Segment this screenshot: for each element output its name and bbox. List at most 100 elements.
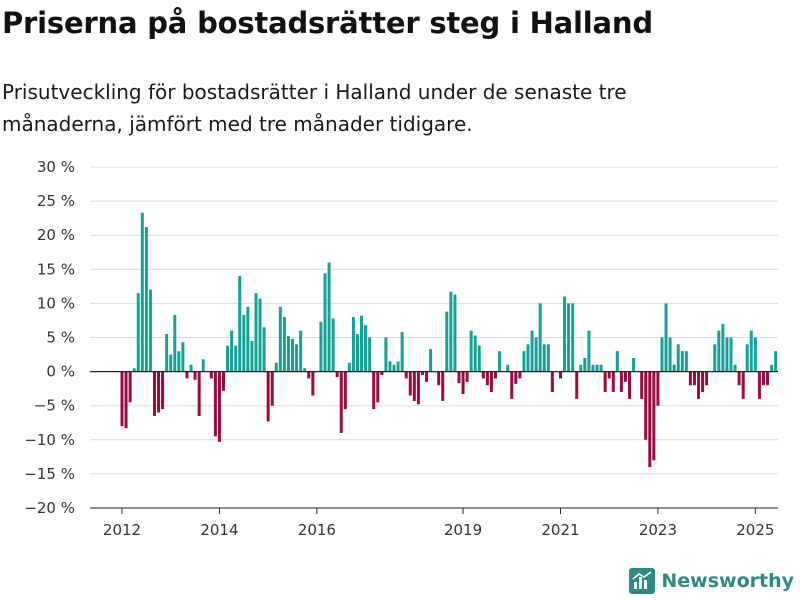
- bar: [664, 303, 668, 372]
- bar: [441, 371, 445, 401]
- newsworthy-logo: Newsworthy: [629, 568, 794, 594]
- bar: [157, 371, 161, 413]
- bar: [351, 317, 355, 372]
- bar: [733, 364, 737, 372]
- bar: [396, 361, 400, 372]
- bar: [542, 344, 546, 372]
- bar: [144, 227, 148, 372]
- bar: [473, 335, 477, 372]
- x-tick-label: 2025: [736, 521, 774, 539]
- bar: [603, 371, 607, 393]
- bar: [469, 330, 473, 372]
- bar: [376, 371, 380, 403]
- bar: [384, 337, 388, 372]
- bar: [510, 371, 514, 399]
- bar: [721, 323, 725, 372]
- bar: [189, 364, 193, 372]
- bar: [335, 371, 339, 378]
- bar: [725, 337, 729, 372]
- bar: [753, 337, 757, 372]
- bar: [416, 371, 420, 405]
- bar: [688, 371, 692, 386]
- chart-subtitle: Prisutveckling för bostadsrätter i Halla…: [2, 80, 627, 136]
- bar: [303, 368, 307, 372]
- bar: [745, 344, 749, 372]
- bar: [607, 371, 611, 379]
- bar: [132, 368, 136, 372]
- bar: [140, 212, 144, 372]
- bar: [498, 351, 502, 372]
- bar: [282, 317, 286, 372]
- bar: [412, 371, 416, 401]
- bar: [372, 371, 376, 410]
- bar: [477, 345, 481, 372]
- bar: [567, 303, 571, 372]
- bar: [278, 306, 282, 372]
- bar: [595, 364, 599, 372]
- bar: [449, 291, 453, 372]
- bar: [209, 371, 213, 379]
- y-tick-label: −20 %: [24, 499, 75, 517]
- grid-lines: [90, 166, 778, 509]
- bar: [217, 371, 221, 442]
- y-axis-ticks: 30 % 25 % 20 % 15 % 10 % 5 % 0 % −5 % −10 % −15 %…: [24, 158, 75, 517]
- bar: [286, 336, 290, 372]
- bar: [489, 371, 493, 393]
- bar: [632, 357, 636, 372]
- y-tick-label: 30 %: [37, 158, 75, 176]
- bar: [766, 371, 770, 386]
- bar: [445, 311, 449, 372]
- bar: [380, 371, 384, 376]
- bar: [364, 325, 368, 372]
- bar: [266, 371, 270, 422]
- bar: [355, 334, 359, 372]
- bar: [120, 371, 124, 427]
- bar: [737, 371, 741, 386]
- bars: [120, 212, 778, 468]
- y-tick-label: 15 %: [37, 260, 75, 278]
- bar: [717, 330, 721, 372]
- bar: [705, 371, 709, 386]
- bar: [299, 330, 303, 372]
- bar: [770, 364, 774, 372]
- bar: [124, 371, 128, 429]
- page-title: Priserna på bostadsrätter steg i Halland: [2, 6, 653, 40]
- y-tick-label: −10 %: [24, 431, 75, 449]
- bar: [128, 371, 132, 403]
- bar: [697, 371, 701, 399]
- bar: [680, 351, 684, 372]
- bar: [327, 262, 331, 372]
- bar: [339, 371, 343, 433]
- x-tick-label: 2016: [298, 521, 336, 539]
- bar: [494, 371, 498, 379]
- bar: [538, 303, 542, 372]
- y-tick-label: −15 %: [24, 465, 75, 483]
- bar: [757, 371, 761, 399]
- bar: [587, 330, 591, 372]
- bar: [136, 293, 140, 372]
- bar: [425, 371, 428, 382]
- bar: [461, 371, 465, 395]
- bar: [242, 314, 246, 372]
- bar: [575, 371, 579, 399]
- bar: [181, 342, 185, 372]
- bar: [465, 371, 469, 382]
- bar: [177, 351, 181, 372]
- bar: [599, 364, 603, 372]
- bar: [583, 357, 587, 372]
- bar: [238, 276, 242, 372]
- bar: [571, 303, 575, 372]
- bar: [546, 344, 550, 372]
- bar: [619, 371, 623, 393]
- x-tick-label: 2019: [444, 521, 482, 539]
- bar: [429, 349, 433, 372]
- bar: [550, 371, 554, 393]
- bar: [623, 371, 627, 382]
- bar: [148, 289, 152, 372]
- bar: [652, 371, 656, 461]
- y-tick-label: 20 %: [37, 226, 75, 244]
- bar: [701, 371, 705, 393]
- bar: [518, 371, 522, 379]
- bar: [347, 362, 351, 372]
